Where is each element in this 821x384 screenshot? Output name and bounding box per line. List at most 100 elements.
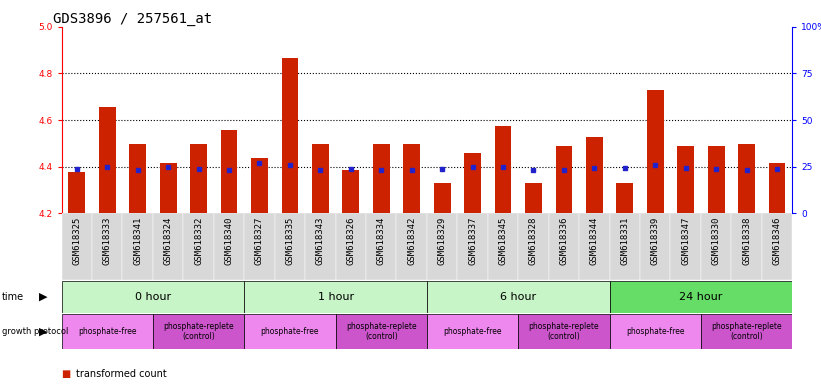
Text: 1 hour: 1 hour [318, 292, 354, 302]
Text: GSM618327: GSM618327 [255, 217, 264, 265]
Bar [525, 183, 542, 213]
Bar [275, 213, 305, 280]
Text: phosphate-free: phosphate-free [78, 327, 136, 336]
Bar [342, 170, 359, 213]
Text: GSM618335: GSM618335 [286, 217, 295, 265]
Bar [397, 213, 427, 280]
Bar [183, 213, 213, 280]
Text: GSM618337: GSM618337 [468, 217, 477, 265]
Bar [617, 183, 633, 213]
Bar [647, 90, 663, 213]
Bar [190, 144, 207, 213]
Text: GSM618347: GSM618347 [681, 217, 690, 265]
Bar [677, 146, 694, 213]
Bar [732, 213, 762, 280]
Bar [701, 314, 792, 349]
Text: ■: ■ [62, 369, 71, 379]
Text: GSM618332: GSM618332 [194, 217, 203, 265]
Bar [336, 314, 427, 349]
Bar [579, 213, 609, 280]
Text: transformed count: transformed count [76, 369, 167, 379]
Text: GSM618346: GSM618346 [773, 217, 782, 265]
Bar [609, 314, 701, 349]
Bar [403, 144, 420, 213]
Text: GSM618331: GSM618331 [621, 217, 630, 265]
Text: phosphate-free: phosphate-free [443, 327, 502, 336]
Bar [245, 213, 275, 280]
Bar [427, 281, 609, 313]
Text: GSM618330: GSM618330 [712, 217, 721, 265]
Bar [312, 144, 328, 213]
Text: GSM618338: GSM618338 [742, 217, 751, 265]
Bar [433, 183, 451, 213]
Text: ▶: ▶ [39, 292, 48, 302]
Bar [153, 314, 245, 349]
Text: time: time [2, 292, 24, 302]
Text: GSM618343: GSM618343 [316, 217, 325, 265]
Bar [153, 213, 183, 280]
Text: phosphate-replete
(control): phosphate-replete (control) [346, 322, 416, 341]
Bar [213, 213, 245, 280]
Bar [122, 213, 153, 280]
Text: GSM618334: GSM618334 [377, 217, 386, 265]
Bar [701, 213, 732, 280]
Bar [68, 172, 85, 213]
Bar [62, 213, 92, 280]
Text: 0 hour: 0 hour [135, 292, 171, 302]
Bar [92, 213, 122, 280]
Text: GSM618324: GSM618324 [163, 217, 172, 265]
Text: ▶: ▶ [39, 326, 48, 336]
Text: GSM618336: GSM618336 [559, 217, 568, 265]
Bar [609, 213, 640, 280]
Bar [366, 213, 397, 280]
Bar [62, 281, 245, 313]
Bar [518, 314, 609, 349]
Bar [62, 314, 153, 349]
Bar [640, 213, 671, 280]
Text: phosphate-free: phosphate-free [626, 327, 685, 336]
Bar [518, 213, 548, 280]
Text: GSM618325: GSM618325 [72, 217, 81, 265]
Bar [130, 144, 146, 213]
Text: phosphate-replete
(control): phosphate-replete (control) [529, 322, 599, 341]
Text: phosphate-replete
(control): phosphate-replete (control) [163, 322, 234, 341]
Text: 6 hour: 6 hour [500, 292, 536, 302]
Text: phosphate-replete
(control): phosphate-replete (control) [711, 322, 782, 341]
Text: GSM618333: GSM618333 [103, 217, 112, 265]
Bar [488, 213, 518, 280]
Bar [245, 281, 427, 313]
Text: GSM618340: GSM618340 [224, 217, 233, 265]
Text: GSM618329: GSM618329 [438, 217, 447, 265]
Bar [99, 107, 116, 213]
Text: growth protocol: growth protocol [2, 327, 68, 336]
Bar [251, 159, 268, 213]
Bar [708, 146, 724, 213]
Text: GSM618339: GSM618339 [651, 217, 660, 265]
Bar [305, 213, 336, 280]
Bar [427, 213, 457, 280]
Text: GSM618326: GSM618326 [346, 217, 355, 265]
Bar [671, 213, 701, 280]
Bar [495, 126, 511, 213]
Text: GSM618341: GSM618341 [133, 217, 142, 265]
Bar [160, 163, 177, 213]
Bar [373, 144, 390, 213]
Text: phosphate-free: phosphate-free [260, 327, 319, 336]
Bar [768, 163, 786, 213]
Bar [221, 131, 237, 213]
Text: GSM618344: GSM618344 [589, 217, 599, 265]
Bar [738, 144, 755, 213]
Bar [336, 213, 366, 280]
Bar [427, 314, 518, 349]
Bar [609, 281, 792, 313]
Text: GSM618342: GSM618342 [407, 217, 416, 265]
Bar [556, 146, 572, 213]
Bar [457, 213, 488, 280]
Text: 24 hour: 24 hour [679, 292, 722, 302]
Bar [245, 314, 336, 349]
Bar [548, 213, 579, 280]
Text: GDS3896 / 257561_at: GDS3896 / 257561_at [53, 12, 213, 25]
Bar [586, 137, 603, 213]
Bar [282, 58, 298, 213]
Text: GSM618345: GSM618345 [498, 217, 507, 265]
